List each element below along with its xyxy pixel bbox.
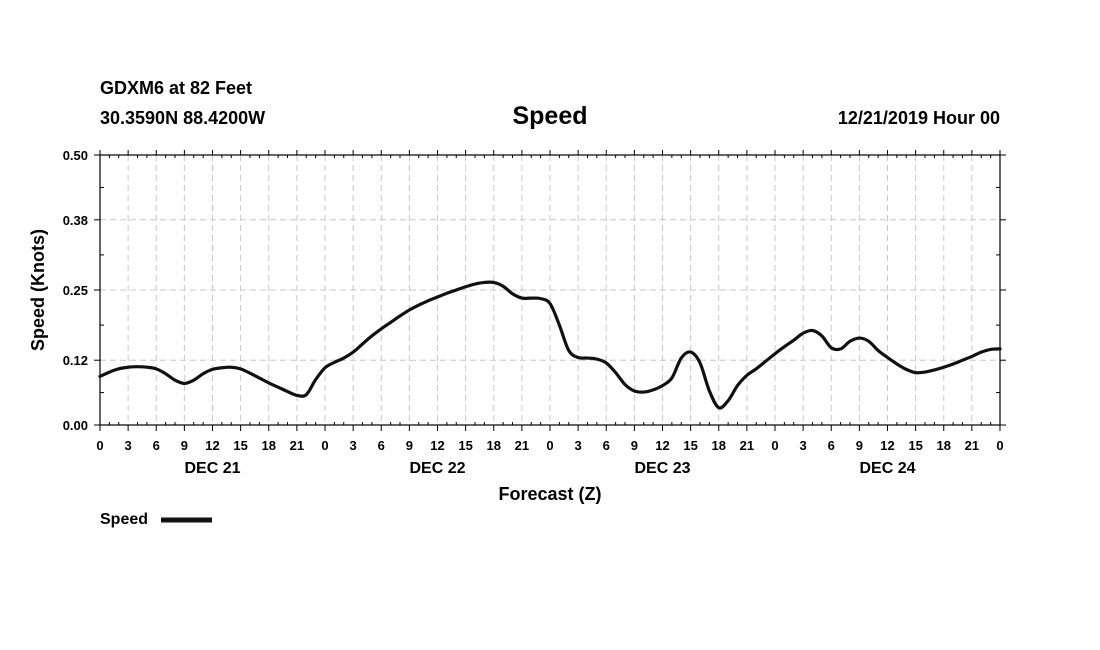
station-label: GDXM6 at 82 Feet	[100, 78, 252, 98]
series-group	[98, 280, 1002, 410]
legend: Speed	[100, 511, 212, 528]
y-tick-label: 0.12	[63, 353, 88, 368]
x-tick-label: 3	[125, 438, 132, 453]
x-tick-label: 15	[683, 438, 697, 453]
x-tick-label: 18	[937, 438, 951, 453]
gridlines	[100, 155, 1000, 425]
y-tick-label: 0.00	[63, 418, 88, 433]
x-tick-label: 9	[406, 438, 413, 453]
day-label: DEC 23	[634, 460, 690, 477]
x-tick-label: 12	[430, 438, 444, 453]
x-tick-label: 9	[181, 438, 188, 453]
x-tick-label: 3	[800, 438, 807, 453]
x-tick-label: 15	[458, 438, 472, 453]
y-axis-title: Speed (Knots)	[28, 229, 48, 351]
y-axis: 0.00 0.12 0.25 0.38 0.50	[63, 148, 1006, 433]
x-tick-label: 12	[880, 438, 894, 453]
x-tick-label: 18	[487, 438, 501, 453]
x-tick-label: 9	[631, 438, 638, 453]
x-tick-label: 21	[515, 438, 529, 453]
x-tick-label: 21	[740, 438, 754, 453]
x-tick-label: 15	[233, 438, 247, 453]
x-tick-label: 15	[908, 438, 922, 453]
x-tick-label: 6	[603, 438, 610, 453]
chart-title: Speed	[512, 102, 587, 130]
x-tick-label: 18	[712, 438, 726, 453]
legend-label: Speed	[100, 511, 148, 528]
x-tick-label: 0	[96, 438, 103, 453]
datetime-label: 12/21/2019 Hour 00	[838, 108, 1000, 128]
location-label: 30.3590N 88.4200W	[100, 108, 265, 128]
day-labels: DEC 21 DEC 22 DEC 23 DEC 24	[184, 460, 915, 477]
x-tick-label: 6	[153, 438, 160, 453]
x-tick-label: 6	[828, 438, 835, 453]
x-tick-label: 0	[321, 438, 328, 453]
x-tick-label: 12	[655, 438, 669, 453]
day-label: DEC 22	[409, 460, 465, 477]
x-tick-label: 3	[350, 438, 357, 453]
x-tick-label: 21	[290, 438, 304, 453]
x-axis-title: Forecast (Z)	[498, 484, 601, 504]
x-axis: 0 3 6 9 12 15 18 21 0 3 6 9 12 15 18 21 0 3 6 9 12 15 18 21 0 3 6 9…	[96, 150, 1004, 453]
x-tick-label: 3	[575, 438, 582, 453]
day-label: DEC 21	[184, 460, 240, 477]
speed-series-line	[98, 280, 1002, 410]
y-tick-label: 0.38	[63, 213, 88, 228]
x-tick-label: 21	[965, 438, 979, 453]
x-tick-label: 0	[546, 438, 553, 453]
y-tick-label: 0.50	[63, 148, 88, 163]
x-tick-label: 6	[378, 438, 385, 453]
x-tick-label: 9	[856, 438, 863, 453]
x-tick-label: 0	[771, 438, 778, 453]
y-tick-label: 0.25	[63, 283, 88, 298]
day-label: DEC 24	[859, 460, 915, 477]
x-tick-label: 12	[205, 438, 219, 453]
x-tick-label: 18	[262, 438, 276, 453]
x-tick-label: 0	[996, 438, 1003, 453]
